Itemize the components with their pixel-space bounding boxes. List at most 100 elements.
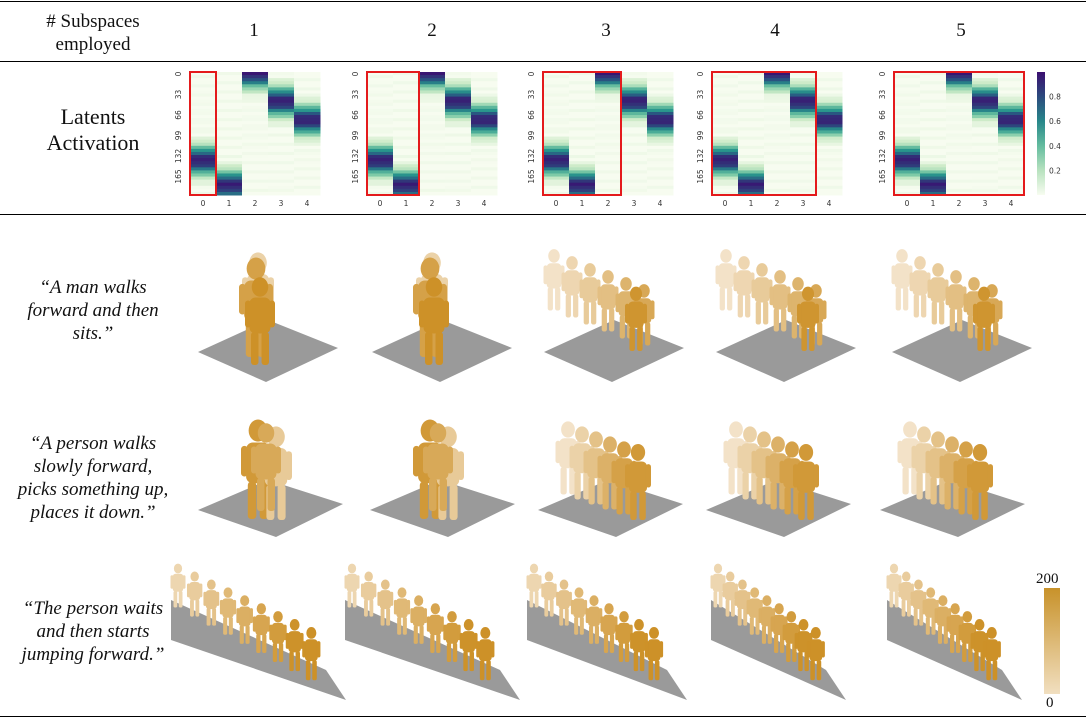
heatmap-cell — [543, 161, 570, 165]
heatmap-cell — [268, 155, 295, 159]
heatmap-cell — [712, 155, 739, 159]
heatmap-cell — [367, 78, 394, 82]
heatmap-cell — [543, 93, 570, 98]
heatmap-cell — [816, 145, 843, 150]
heatmap-cell — [242, 118, 269, 122]
heatmap-cell — [543, 108, 570, 113]
heatmap-cell — [647, 99, 674, 104]
heatmap-cell — [920, 84, 947, 88]
heatmap-cell — [393, 170, 420, 174]
heatmap-cell — [920, 111, 947, 116]
heatmap-cell — [543, 111, 570, 116]
heatmap-cell — [738, 87, 765, 91]
heatmap-cell — [790, 179, 817, 184]
heatmap-cell — [543, 173, 570, 178]
heatmap-cell — [294, 139, 321, 144]
heatmap-cell — [242, 151, 269, 156]
heatmap-cell — [946, 90, 973, 95]
heatmap-cell — [712, 87, 739, 91]
heatmap-cell — [419, 164, 446, 168]
heatmap-cell — [764, 78, 791, 82]
human-figure — [793, 443, 819, 520]
heatmap-cell — [294, 127, 321, 131]
heatmap-cell — [946, 118, 973, 122]
heatmap-cell — [569, 136, 596, 141]
heatmap-cell — [216, 161, 243, 165]
human-figure — [806, 626, 825, 681]
heatmap-cell — [268, 75, 295, 79]
heatmap-cell — [268, 182, 295, 187]
heatmap-cell — [894, 78, 921, 82]
heatmap-cell — [764, 185, 791, 190]
heatmap-x-tick: 4 — [1009, 199, 1014, 208]
heatmap-y-tick: 33 — [696, 90, 705, 100]
heatmap-cell — [647, 115, 674, 119]
heatmap-cell — [419, 136, 446, 141]
motion-render-pickup-3 — [538, 421, 683, 537]
heatmap-cell — [294, 115, 321, 119]
heatmap-cell — [393, 96, 420, 101]
heatmap-cell — [367, 130, 394, 134]
heatmap-cell — [242, 185, 269, 190]
heatmap-cell — [972, 118, 999, 122]
heatmap-cell — [190, 96, 217, 101]
heatmap-cell — [569, 145, 596, 150]
heatmap-cell — [216, 121, 243, 125]
heatmap-cell — [393, 167, 420, 171]
heatmap-cell — [569, 158, 596, 162]
heatmap-cell — [569, 72, 596, 76]
heatmap-cell — [738, 151, 765, 156]
heatmap-cell — [712, 102, 739, 107]
heatmap-cell — [738, 115, 765, 119]
heatmap-cell — [790, 155, 817, 159]
heatmap-y-tick: 165 — [527, 169, 536, 184]
heatmap-cell — [790, 148, 817, 153]
heatmap-cell — [393, 99, 420, 104]
heatmap-cell — [445, 99, 472, 104]
heatmap-cell — [764, 108, 791, 113]
heatmap-cell — [738, 90, 765, 95]
heatmap-cell — [946, 99, 973, 104]
heatmap-cell — [816, 93, 843, 98]
heatmap-cell — [294, 167, 321, 171]
heatmap-cell — [738, 84, 765, 88]
heatmap-cell — [972, 90, 999, 95]
heatmap-cell — [595, 139, 622, 144]
heatmap-cell — [445, 161, 472, 165]
heatmap-cell — [972, 75, 999, 79]
heatmap-cell — [920, 118, 947, 122]
heatmap-cell — [712, 139, 739, 144]
heatmap-cell — [647, 179, 674, 184]
human-figure — [625, 443, 651, 520]
heatmap-cell — [790, 124, 817, 128]
prompt-3-line1: “The person waits — [22, 598, 164, 619]
heatmap-cell — [764, 148, 791, 153]
heatmap-cell — [712, 158, 739, 162]
motion-render-pickup-1 — [198, 419, 343, 537]
heatmap-cell — [569, 108, 596, 113]
heatmap-cell — [543, 179, 570, 184]
heatmap-cell — [294, 158, 321, 162]
heatmap-cell — [445, 188, 472, 193]
heatmap-cell — [543, 96, 570, 101]
heatmap-cell — [738, 161, 765, 165]
ground-plane — [706, 480, 851, 537]
heatmap-cell — [367, 191, 394, 196]
header-label-line1: # Subspaces — [46, 11, 140, 32]
heatmap-cell — [595, 173, 622, 178]
heatmap-cell — [268, 167, 295, 171]
heatmap-cell — [764, 84, 791, 88]
heatmap-cell — [946, 105, 973, 110]
heatmap-cell — [712, 96, 739, 101]
heatmap-y-tick: 66 — [174, 110, 183, 120]
heatmap-cell — [242, 102, 269, 107]
heatmap-cell — [190, 155, 217, 159]
prompt-3: “The person waits and then starts jumpin… — [0, 597, 186, 666]
heatmap-cell — [367, 93, 394, 98]
heatmap-cell — [445, 191, 472, 196]
heatmap-cell — [764, 115, 791, 119]
heatmap-cell — [647, 90, 674, 95]
heatmap-cell — [764, 105, 791, 110]
heatmap-cell — [569, 173, 596, 178]
heatmap-cell — [647, 139, 674, 144]
